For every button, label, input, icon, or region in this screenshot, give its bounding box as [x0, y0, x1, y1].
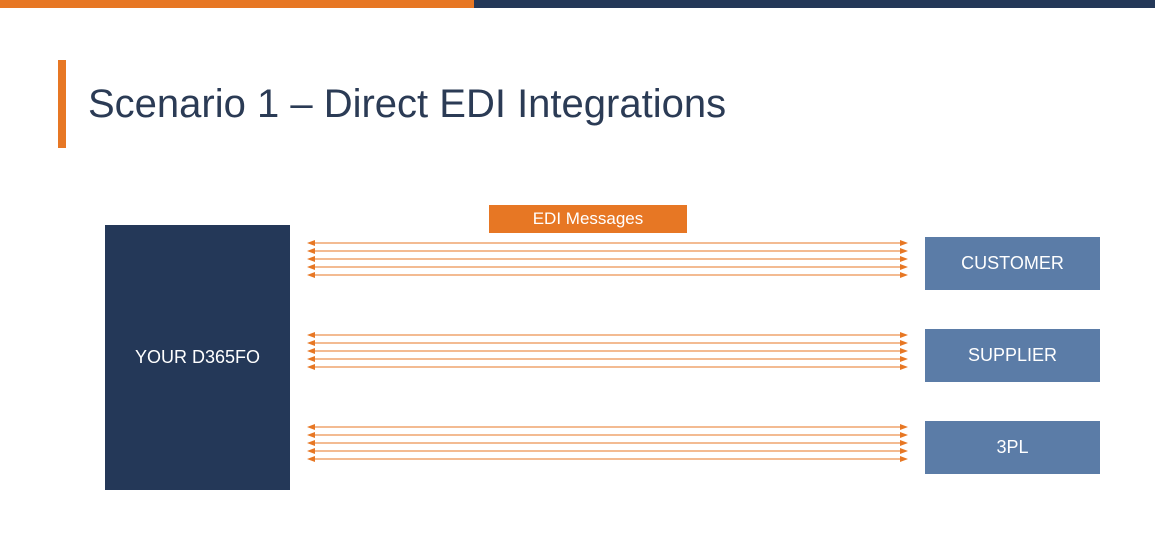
edi-arrows: [0, 0, 1155, 537]
